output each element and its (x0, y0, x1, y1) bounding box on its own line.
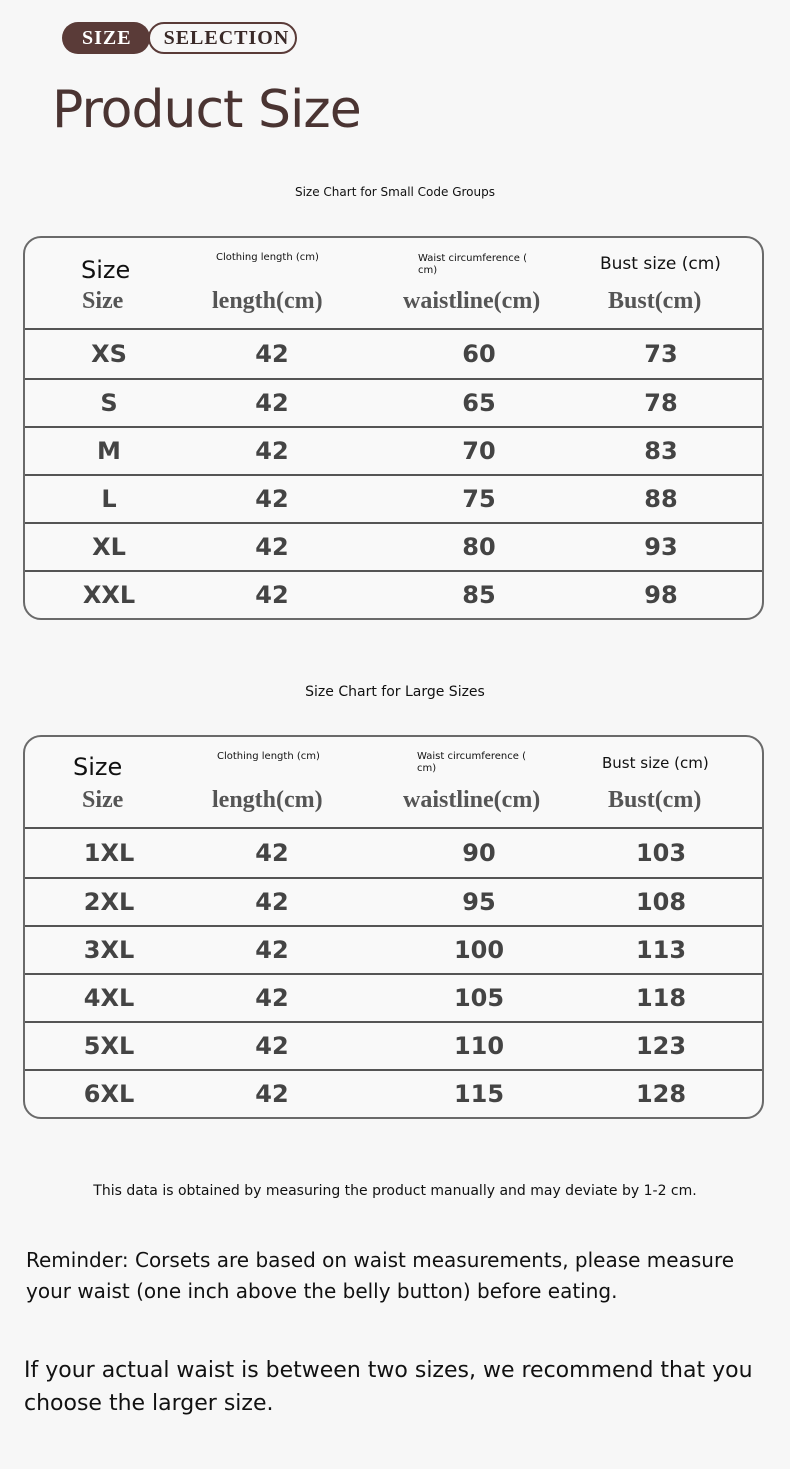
header-waist: waistline(cm) (403, 787, 541, 813)
cell-size: S (100, 389, 118, 417)
table-row: L 42 75 88 (25, 474, 762, 522)
cell-size: XS (91, 340, 127, 368)
table-row: 3XL 42 100 113 (25, 925, 762, 973)
table-row: XL 42 80 93 (25, 522, 762, 570)
table-row: S 42 65 78 (25, 378, 762, 426)
cell-bust: 83 (644, 437, 678, 465)
cell-waist: 110 (453, 1032, 505, 1060)
header-length-en: Clothing length (cm) (217, 751, 320, 762)
cell-waist: 65 (462, 389, 496, 417)
header-waist: waistline(cm) (403, 288, 541, 314)
cell-size: 3XL (83, 936, 135, 964)
header-bust: Bust(cm) (608, 288, 702, 314)
cell-length: 42 (255, 888, 289, 916)
page-title: Product Size (52, 80, 362, 140)
table-row: XXL 42 85 98 (25, 570, 762, 618)
table-row: M 42 70 83 (25, 426, 762, 474)
cell-length: 42 (255, 581, 289, 609)
header-length: length(cm) (212, 787, 323, 813)
cell-length: 42 (255, 1080, 289, 1108)
cell-waist: 85 (462, 581, 496, 609)
cell-waist: 70 (462, 437, 496, 465)
cell-size: 5XL (83, 1032, 135, 1060)
header-waist-en: Waist circumference ( cm) (417, 751, 526, 774)
header-waist-en: Waist circumference ( cm) (418, 253, 527, 276)
cell-waist: 75 (462, 485, 496, 513)
size-selection-badge: SIZE SELECTION (62, 22, 298, 54)
cell-length: 42 (255, 984, 289, 1012)
cell-bust: 103 (635, 839, 687, 867)
table-row: 2XL 42 95 108 (25, 877, 762, 925)
cell-size: L (101, 485, 117, 513)
header-size: Size (82, 288, 124, 314)
header-length: length(cm) (212, 288, 323, 314)
cell-waist: 90 (462, 839, 496, 867)
table-header: Size Size Clothing length (cm) length(cm… (25, 737, 762, 829)
cell-size: 1XL (83, 839, 135, 867)
cell-bust: 78 (644, 389, 678, 417)
badge-selection: SELECTION (147, 22, 298, 54)
cell-waist: 105 (453, 984, 505, 1012)
cell-size: M (97, 437, 121, 465)
cell-bust: 128 (635, 1080, 687, 1108)
cell-bust: 93 (644, 533, 678, 561)
header-bust-en: Bust size (cm) (602, 754, 709, 772)
cell-bust: 108 (635, 888, 687, 916)
cell-size: 2XL (83, 888, 135, 916)
table-row: XS 42 60 73 (25, 330, 762, 378)
header-size-en: Size (81, 256, 131, 284)
cell-length: 42 (255, 485, 289, 513)
cell-length: 42 (255, 437, 289, 465)
cell-length: 42 (255, 1032, 289, 1060)
cell-length: 42 (255, 936, 289, 964)
size-table-large: Size Size Clothing length (cm) length(cm… (23, 735, 764, 1119)
table-row: 1XL 42 90 103 (25, 829, 762, 877)
header-size-en: Size (73, 753, 123, 781)
header-size: Size (82, 787, 124, 813)
cell-waist: 60 (462, 340, 496, 368)
cell-bust: 98 (644, 581, 678, 609)
cell-bust: 73 (644, 340, 678, 368)
cell-bust: 113 (635, 936, 687, 964)
table-header: Size Size Clothing length (cm) length(cm… (25, 238, 762, 330)
cell-length: 42 (255, 839, 289, 867)
badge-size: SIZE (62, 22, 150, 54)
cell-bust: 123 (635, 1032, 687, 1060)
table-caption-small: Size Chart for Small Code Groups (294, 185, 495, 199)
cell-waist: 100 (453, 936, 505, 964)
table-row: 6XL 42 115 128 (25, 1069, 762, 1117)
measurement-note: This data is obtained by measuring the p… (93, 1183, 697, 1199)
cell-waist: 115 (453, 1080, 505, 1108)
cell-bust: 88 (644, 485, 678, 513)
cell-waist: 80 (462, 533, 496, 561)
advice-text: If your actual waist is between two size… (24, 1358, 753, 1416)
cell-size: 4XL (83, 984, 135, 1012)
table-row: 4XL 42 105 118 (25, 973, 762, 1021)
cell-bust: 118 (635, 984, 687, 1012)
cell-length: 42 (255, 340, 289, 368)
reminder-text: Reminder: Corsets are based on waist mea… (26, 1248, 735, 1303)
header-length-en: Clothing length (cm) (216, 252, 319, 263)
cell-size: XXL (82, 581, 136, 609)
table-caption-large: Size Chart for Large Sizes (305, 684, 485, 700)
cell-waist: 95 (462, 888, 496, 916)
cell-length: 42 (255, 389, 289, 417)
cell-size: XL (92, 533, 126, 561)
cell-size: 6XL (83, 1080, 135, 1108)
size-table-small: Size Size Clothing length (cm) length(cm… (23, 236, 764, 620)
table-body: 1XL 42 90 103 2XL 42 95 108 3XL 42 100 113 4XL 42 105 1… (25, 829, 762, 1117)
table-row: 5XL 42 110 123 (25, 1021, 762, 1069)
header-bust: Bust(cm) (608, 787, 702, 813)
cell-length: 42 (255, 533, 289, 561)
table-body: XS 42 60 73 S 42 65 78 M 42 70 83 L 42 75 88 XL 42 80 93 XXL… (25, 330, 762, 618)
header-bust-en: Bust size (cm) (600, 254, 721, 274)
